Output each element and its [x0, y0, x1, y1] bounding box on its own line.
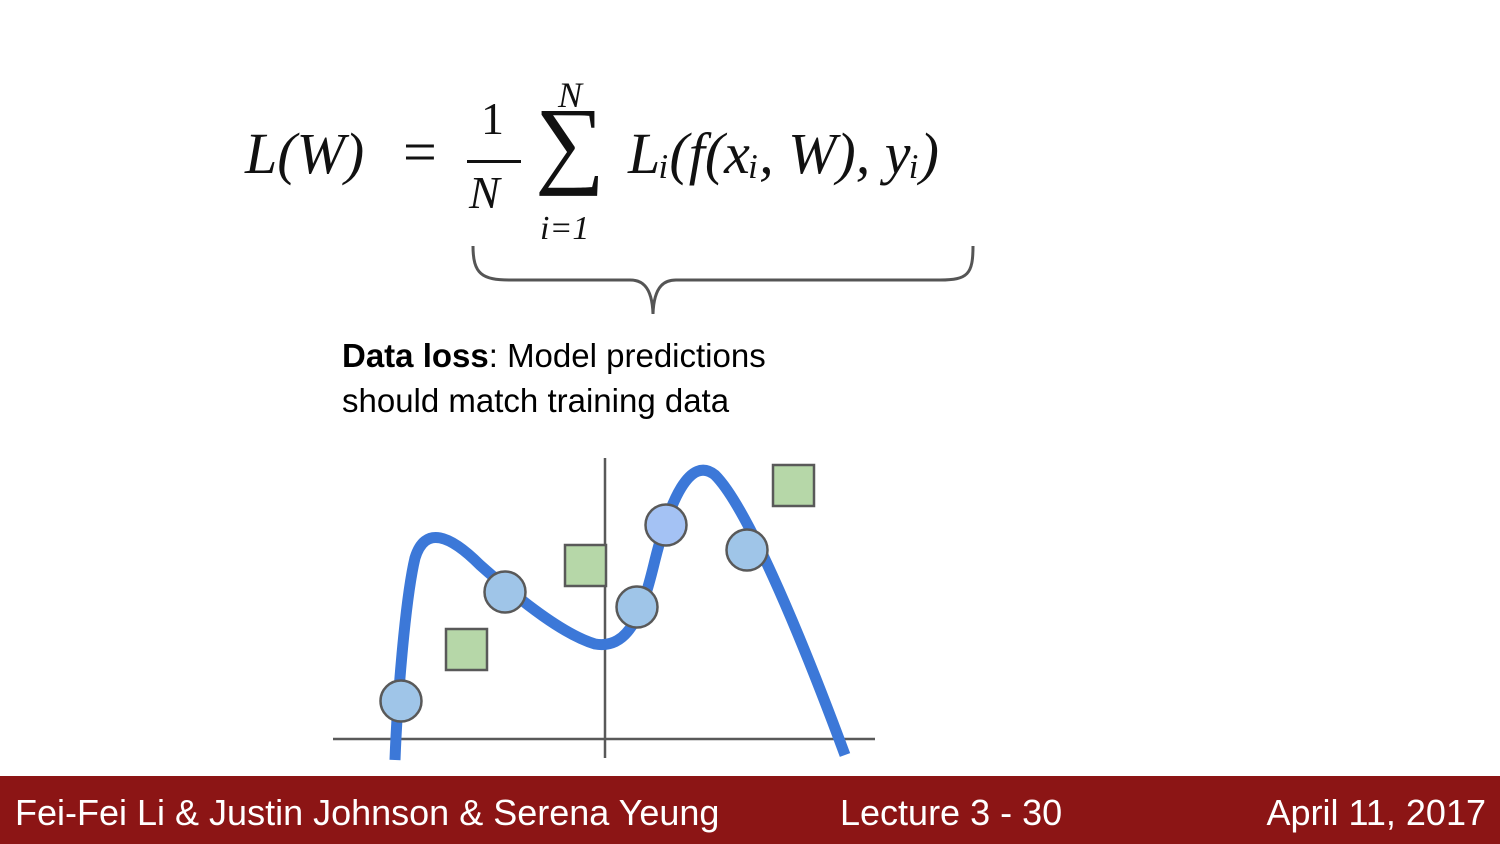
- caption-bold-term: Data loss: [342, 337, 489, 374]
- formula-fraction-bar: [467, 160, 521, 163]
- formula-summand: Lᵢ(f(xᵢ, W), yᵢ): [628, 121, 939, 186]
- training-circle-5: [725, 528, 769, 572]
- formula-fraction-numerator: 1: [481, 93, 504, 144]
- training-circle-2: [483, 570, 527, 614]
- formula-sum-lower: i=1: [540, 210, 590, 247]
- loss-formula: L(W) = 1 N N ∑ i=1 Lᵢ(f(xᵢ, W), yᵢ): [245, 70, 1025, 260]
- brace-path: [471, 245, 975, 315]
- training-circle-1: [379, 679, 423, 723]
- training-circle-4: [644, 503, 688, 547]
- training-square-3: [771, 463, 816, 508]
- training-circle-3: [615, 585, 659, 629]
- training-square-2: [563, 543, 608, 588]
- training-square-1: [444, 627, 489, 672]
- formula-equals: =: [403, 119, 437, 185]
- formula-sum-upper: N: [558, 75, 583, 115]
- caption-line-1: Data loss: Model predictions: [342, 333, 766, 378]
- caption-rest: : Model predictions: [488, 337, 766, 374]
- underbrace: [471, 245, 975, 315]
- formula-sum-symbol: ∑: [535, 89, 605, 197]
- footer-date: April 11, 2017: [1266, 792, 1486, 833]
- footer-lecture-slide: Lecture 3 - 30: [840, 792, 1063, 833]
- caption-line-2: should match training data: [342, 382, 730, 419]
- formula-fraction-denominator: N: [469, 167, 500, 218]
- formula-lhs: L(W): [245, 121, 365, 186]
- footer-authors: Fei-Fei Li & Justin Johnson & Serena Yeu…: [15, 792, 720, 833]
- footer-bar: Fei-Fei Li & Justin Johnson & Serena Yeu…: [0, 776, 1500, 844]
- fit-plot: [333, 458, 875, 761]
- data-loss-caption: Data loss: Model predictions should matc…: [342, 333, 766, 423]
- overfit-curve: [389, 464, 851, 761]
